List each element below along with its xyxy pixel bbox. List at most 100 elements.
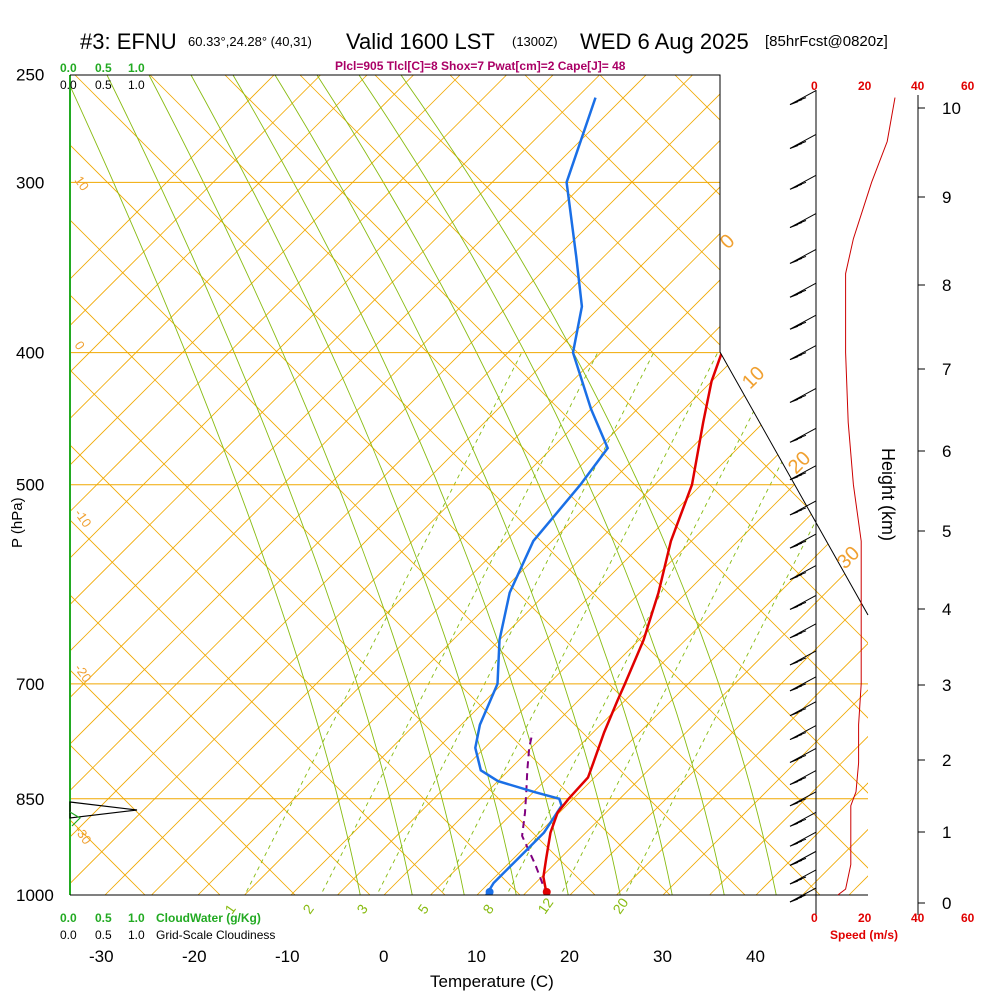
cloud-water-marker	[69, 801, 138, 819]
moist-adiabat-line	[148, 75, 470, 895]
moist-adiabat-line	[190, 75, 522, 895]
moist-adiabat-line	[70, 75, 366, 895]
moist-adiabat-line	[106, 75, 418, 895]
moist-adiabat-line	[274, 75, 626, 895]
mixing-ratio-line	[427, 351, 719, 895]
plot-boundary	[70, 74, 869, 616]
surface-dewpoint-dot	[485, 888, 494, 895]
pressure-tick-label: 700	[16, 675, 44, 694]
wind-barb-feather	[797, 352, 807, 357]
cloudiness-scale-2: 1.0	[128, 928, 145, 942]
station-title: #3: EFNU	[80, 29, 177, 54]
dry-adiabat-line	[70, 75, 296, 895]
wind-barb-feather	[797, 857, 807, 862]
plot-frame	[69, 74, 919, 915]
utc-time: (1300Z)	[512, 34, 558, 49]
temperature-tick-label: 20	[560, 947, 579, 966]
wind-barb-feather	[797, 321, 807, 326]
wind-barb	[789, 869, 817, 885]
height-axis-label: Height (km)	[878, 448, 898, 541]
speed-tick-bottom-20: 20	[858, 911, 872, 925]
wind-barb-feather	[797, 255, 807, 260]
wind-barb-feather	[797, 894, 807, 899]
wind-barb-feather	[797, 630, 807, 635]
height-tick-label: 6	[942, 442, 951, 461]
moist-adiabat-line	[358, 75, 730, 895]
wind-barb	[789, 725, 817, 741]
cw-scale-top-0: 0.0	[60, 61, 77, 75]
wind-barb-feather	[797, 141, 807, 145]
height-tick-label: 9	[942, 188, 951, 207]
wind-barb-feather	[797, 708, 807, 713]
temperature-tick-label: 10	[467, 947, 486, 966]
speed-tick-bottom-60: 60	[961, 911, 975, 925]
wind-barb-feather	[797, 572, 807, 577]
wind-barb	[789, 248, 817, 264]
surface-temperature-dot	[542, 888, 551, 895]
dry-adiabat-line	[524, 75, 868, 895]
wind-speed-line	[837, 97, 896, 896]
isotherm-line	[709, 75, 868, 895]
mixing-ratio-line	[231, 351, 523, 895]
wind-barb	[789, 282, 817, 298]
wind-barb	[789, 427, 817, 443]
wind-barb-feather	[797, 97, 807, 102]
wind-barb-feather	[797, 540, 807, 545]
isotherm-line	[70, 75, 415, 895]
isotherm-line	[569, 75, 868, 895]
wind-barb-feather	[797, 838, 807, 843]
cw-scale-bottom-2: 1.0	[128, 911, 145, 925]
speed-tick-bottom-0: 0	[811, 911, 818, 925]
wind-barb-feather	[797, 876, 807, 881]
height-tick-label: 4	[942, 600, 951, 619]
wind-barb	[789, 811, 817, 827]
cloudiness-label: Grid-Scale Cloudiness	[156, 928, 275, 942]
height-tick-label: 3	[942, 676, 951, 695]
wind-barb-feather	[797, 434, 807, 439]
wind-barbs	[789, 90, 817, 903]
moist-adiabat-line	[400, 75, 782, 895]
cw-scale-bottom-0: 0.0	[60, 911, 77, 925]
wind-barb	[789, 594, 817, 610]
pressure-tick-label: 400	[16, 344, 44, 363]
cloud-scale-top-2: 1.0	[128, 78, 145, 92]
dry-adiabat-line	[70, 75, 371, 895]
height-tick-label: 5	[942, 522, 951, 541]
wind-barb-feather	[797, 601, 807, 606]
wind-barb	[789, 90, 817, 106]
cw-scale-top-2: 1.0	[128, 61, 145, 75]
wind-barb	[789, 831, 817, 847]
y-axis-label: P (hPa)	[9, 497, 26, 548]
wind-barb	[789, 676, 817, 692]
pressure-tick-label: 500	[16, 476, 44, 495]
cloud-scale-top-1: 0.5	[95, 78, 112, 92]
isotherm-label: 10	[72, 173, 93, 193]
wind-barb	[789, 345, 817, 361]
temperature-tick-label: 40	[746, 947, 765, 966]
wind-barb	[789, 770, 817, 785]
wind-barb	[789, 887, 817, 903]
cloudiness-scale-0: 0.0	[60, 928, 77, 942]
mixing-ratio-line	[307, 351, 599, 895]
speed-axis-label: Speed (m/s)	[830, 928, 898, 942]
moist-adiabat-line	[232, 75, 574, 895]
wind-barb	[789, 465, 817, 481]
wind-barb	[789, 500, 817, 516]
speed-tick-top-0: 0	[811, 79, 818, 93]
wind-barb	[789, 314, 817, 330]
wind-barb	[789, 850, 817, 866]
isotherm-line	[70, 75, 275, 895]
wind-barb-feather	[797, 732, 807, 737]
wind-barb	[789, 213, 817, 228]
moist-adiabat-line	[316, 75, 678, 895]
temperature-tick-label: 0	[379, 947, 388, 966]
height-tick-label: 2	[942, 751, 951, 770]
dry-adiabat-line	[70, 75, 221, 895]
wind-barb	[789, 650, 817, 666]
wind-barb	[789, 533, 817, 549]
wind-barb-feather	[797, 777, 807, 781]
temperature-tick-label: -10	[275, 947, 300, 966]
height-tick-label: 1	[942, 823, 951, 842]
wind-barb	[789, 791, 817, 807]
wind-barb-feather	[797, 472, 807, 477]
